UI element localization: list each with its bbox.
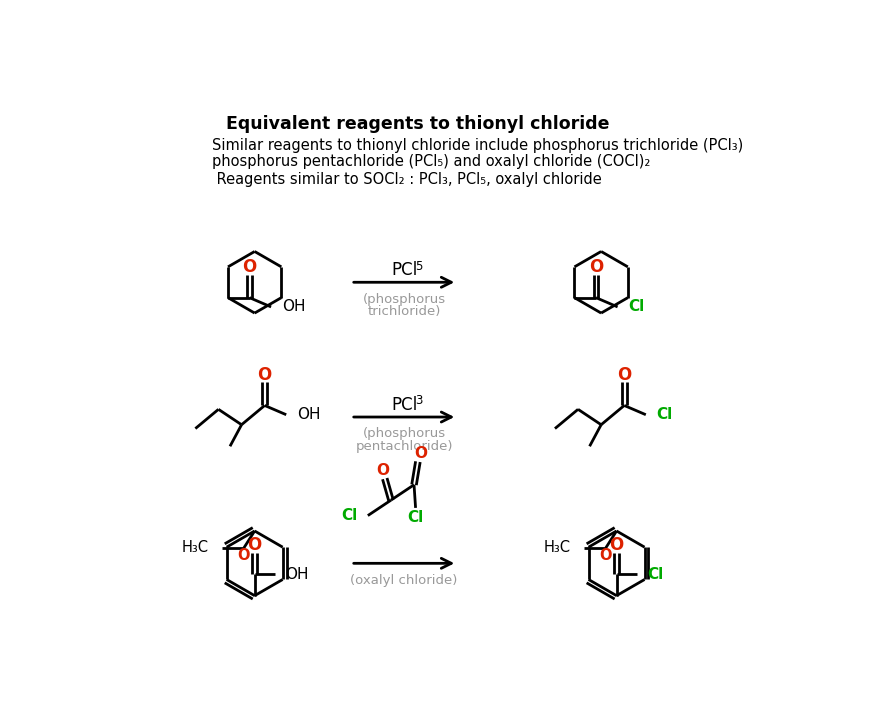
- Text: Cl: Cl: [628, 299, 645, 314]
- Text: OH: OH: [297, 407, 320, 422]
- Text: (oxalyl chloride): (oxalyl chloride): [350, 574, 458, 586]
- Text: H₃C: H₃C: [181, 541, 209, 556]
- Text: O: O: [247, 536, 261, 554]
- Text: Equivalent reagents to thionyl chloride: Equivalent reagents to thionyl chloride: [226, 115, 610, 133]
- Text: O: O: [610, 536, 624, 554]
- Text: phosphorus pentachloride (PCl₅) and oxalyl chloride (COCl)₂: phosphorus pentachloride (PCl₅) and oxal…: [212, 154, 650, 169]
- Text: PCl: PCl: [391, 396, 417, 414]
- Text: trichloride): trichloride): [367, 305, 441, 318]
- Text: H₃C: H₃C: [543, 541, 570, 556]
- Text: Similar reagents to thionyl chloride include phosphorus trichloride (PCl₃): Similar reagents to thionyl chloride inc…: [212, 138, 744, 153]
- Text: O: O: [617, 366, 631, 384]
- Text: O: O: [377, 463, 390, 478]
- Text: O: O: [258, 366, 272, 384]
- Text: pentachloride): pentachloride): [356, 440, 453, 453]
- Text: Cl: Cl: [648, 566, 664, 581]
- Text: O: O: [599, 548, 612, 563]
- Text: Cl: Cl: [407, 510, 423, 525]
- Text: Reagents similar to SOCl₂ : PCl₃, PCl₅, oxalyl chloride: Reagents similar to SOCl₂ : PCl₃, PCl₅, …: [212, 172, 602, 187]
- Text: OH: OH: [282, 299, 305, 314]
- Text: O: O: [414, 447, 428, 462]
- Text: O: O: [589, 258, 603, 276]
- Text: 3: 3: [415, 395, 423, 407]
- Text: 5: 5: [415, 260, 423, 273]
- Text: O: O: [238, 548, 250, 563]
- Text: (phosphorus: (phosphorus: [363, 427, 445, 440]
- Text: Cl: Cl: [341, 508, 357, 523]
- Text: O: O: [242, 258, 257, 276]
- Text: (phosphorus: (phosphorus: [363, 293, 445, 306]
- Text: Cl: Cl: [656, 407, 673, 422]
- Text: PCl: PCl: [391, 261, 417, 279]
- Text: OH: OH: [285, 566, 309, 581]
